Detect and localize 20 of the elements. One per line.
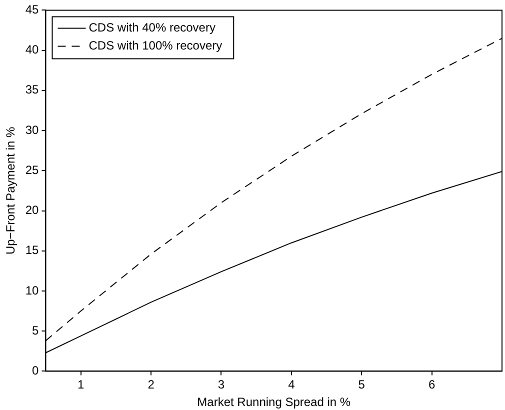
y-tick-label: 45 [25, 2, 40, 17]
y-tick-label: 20 [25, 203, 40, 218]
y-tick-label: 15 [25, 243, 40, 258]
y-axis-title: Up−Front Payment in % [4, 126, 18, 255]
y-tick-label: 40 [25, 42, 40, 57]
x-tick-label: 2 [148, 378, 155, 392]
y-tick-label: 25 [25, 162, 40, 177]
x-tick-label: 5 [358, 378, 366, 392]
x-tick-label: 1 [78, 378, 84, 392]
x-axis-title: Market Running Spread in % [197, 395, 351, 410]
x-tick-label: 4 [288, 378, 296, 392]
y-tick-label: 0 [32, 364, 40, 378]
y-tick-label: 10 [25, 283, 40, 298]
x-tick-label: 3 [218, 378, 225, 392]
legend-label: CDS with 100% recovery [88, 38, 222, 53]
y-tick-label: 35 [25, 82, 40, 97]
y-tick-label: 30 [25, 122, 40, 137]
x-tick-label: 6 [428, 378, 436, 392]
legend-label: CDS with 40% recovery [88, 20, 216, 35]
y-tick-label: 5 [32, 323, 40, 338]
